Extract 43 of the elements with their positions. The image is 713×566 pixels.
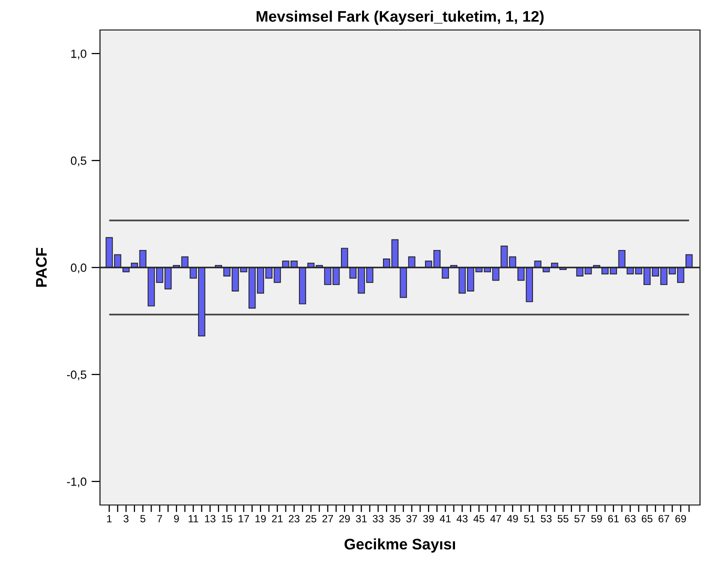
x-tick-label: 25	[306, 514, 316, 522]
x-tick-label: 43	[456, 514, 468, 522]
y-axis-title: PACF	[36, 248, 47, 287]
x-tick-label: 59	[591, 514, 602, 522]
x-tick-label: 11	[188, 515, 198, 522]
x-tick-label: 3	[124, 514, 128, 522]
x-tick-label: 55	[558, 515, 568, 522]
x-tick-label: 57	[574, 515, 586, 522]
x-tick-label: 31	[356, 514, 367, 522]
x-tick-label: 61	[608, 514, 619, 522]
x-tick-label: 27	[322, 514, 333, 522]
y-tick-label: 1,0	[71, 50, 86, 60]
x-tick-label: 29	[339, 514, 350, 522]
x-tick-label: 37	[406, 514, 418, 522]
x-tick-label: 45	[473, 515, 484, 522]
y-tick-label: -1,0	[66, 478, 86, 488]
chart-title: Mevsimsel Fark (Kayseri_tuketim, 1, 12)	[256, 10, 544, 25]
x-axis-title: Gecikme Sayısı	[344, 538, 455, 553]
x-tick-label: 53	[540, 514, 552, 522]
y-tick-label: 0,5	[70, 156, 86, 166]
x-tick-label: 19	[256, 514, 266, 522]
x-tick-label: 15	[222, 515, 232, 522]
x-tick-label: 1	[107, 515, 112, 522]
x-tick-label: 5	[140, 515, 146, 522]
x-tick-label: 39	[423, 514, 434, 522]
y-tick-label: 0,0	[70, 264, 86, 274]
x-tick-label: 49	[507, 514, 518, 522]
x-tick-label: 9	[174, 514, 179, 522]
x-tick-label: 47	[490, 515, 502, 522]
x-tick-label: 21	[272, 514, 283, 522]
x-tick-label: 69	[675, 514, 686, 522]
x-tick-label: 63	[624, 514, 636, 522]
y-tick-label: -0,5	[66, 370, 86, 380]
x-tick-label: 51	[524, 515, 535, 522]
x-tick-label: 17	[238, 515, 249, 522]
x-tick-label: 35	[390, 514, 400, 522]
x-tick-label: 23	[288, 514, 300, 522]
x-tick-label: 65	[642, 514, 652, 522]
x-tick-label: 13	[205, 514, 216, 522]
x-tick-label: 33	[372, 514, 384, 522]
x-tick-label: 41	[440, 515, 451, 522]
x-tick-label: 7	[157, 515, 162, 522]
x-tick-label: 67	[658, 514, 670, 522]
